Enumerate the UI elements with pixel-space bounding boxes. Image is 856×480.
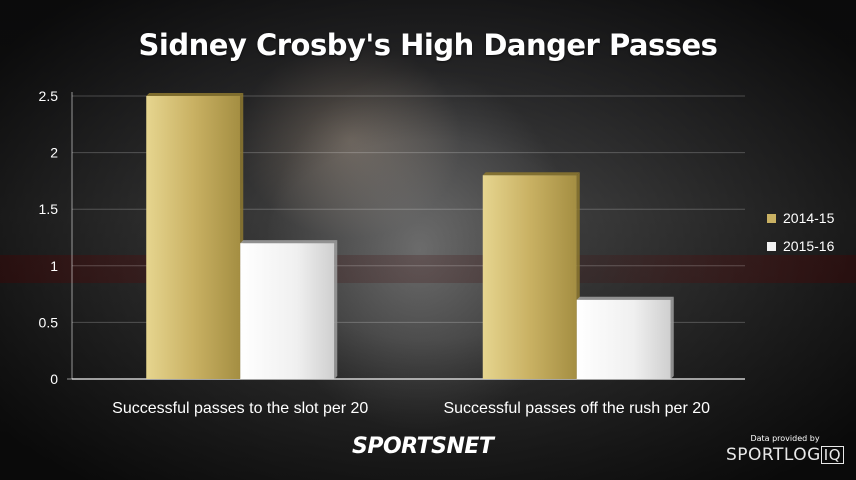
y-tick-label: 1.5 bbox=[39, 201, 59, 217]
bar bbox=[576, 299, 671, 379]
y-tick-label: 0.5 bbox=[39, 314, 59, 330]
bar bbox=[482, 175, 577, 379]
bar-top bbox=[146, 93, 244, 96]
sportlogiq-wordmark: SPORTLOG bbox=[725, 445, 821, 465]
y-tick-label: 2 bbox=[50, 145, 58, 161]
bar-top bbox=[576, 296, 674, 300]
legend-swatch bbox=[767, 242, 776, 251]
y-tick-label: 0 bbox=[50, 371, 58, 387]
bar-top bbox=[482, 172, 580, 176]
sportlogiq-logo: SPORTLOG IQ bbox=[725, 445, 845, 465]
bar bbox=[146, 96, 241, 379]
legend-label: 2014-15 bbox=[783, 210, 835, 226]
x-tick-label: Successful passes off the rush per 20 bbox=[443, 400, 710, 417]
legend-label: 2015-16 bbox=[783, 238, 835, 254]
chart-title: Sidney Crosby's High Danger Passes bbox=[138, 28, 718, 62]
y-tick-label: 2.5 bbox=[39, 88, 59, 104]
sportlogiq-iq-mark: IQ bbox=[820, 446, 845, 464]
y-tick-label: 1 bbox=[50, 258, 58, 274]
bar-top bbox=[240, 240, 338, 244]
data-provided-label: Data provided by bbox=[750, 434, 820, 443]
x-tick-label: Successful passes to the slot per 20 bbox=[112, 400, 368, 417]
bar bbox=[240, 243, 335, 379]
bar-side bbox=[334, 240, 338, 379]
sportsnet-logo: SPORTSNET bbox=[352, 434, 494, 459]
bar-side bbox=[670, 296, 674, 379]
legend-swatch bbox=[767, 214, 776, 223]
